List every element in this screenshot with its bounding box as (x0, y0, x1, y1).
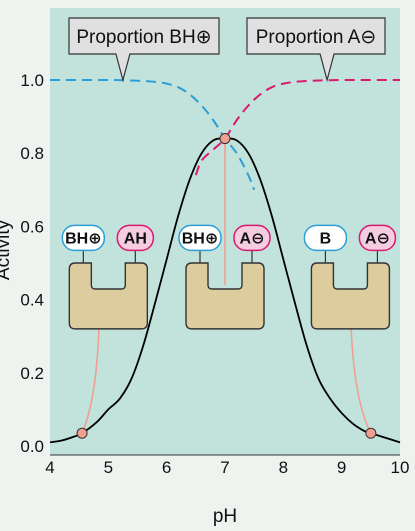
callout-label: Proportion BH⊕ (76, 27, 211, 48)
enzyme-body (185, 262, 265, 330)
y-tick-label: 0.8 (20, 144, 44, 163)
y-tick-label: 0.6 (20, 217, 44, 236)
base-chip (303, 224, 348, 252)
y-tick-label: 0.4 (20, 291, 44, 310)
base-chip (178, 224, 222, 252)
acid-chip (116, 224, 155, 252)
proportion-curve (49, 78, 256, 191)
enzyme-diagram: BH⊕ AH (61, 224, 155, 330)
callout-box (68, 17, 220, 83)
base-chip-label: BH⊕ (65, 230, 102, 247)
proportion-curve (194, 78, 401, 176)
acid-chip (233, 224, 271, 252)
x-tick-label: 6 (162, 458, 171, 477)
base-chip-label: B (320, 230, 332, 247)
axes: 4 5 6 7 8 9 10 0.0 0.2 0.4 0.6 0.8 1.0 pH Activity (0, 71, 409, 527)
base-chip-label: BH⊕ (182, 230, 219, 247)
x-tick-label: 5 (104, 458, 113, 477)
enzyme-diagram: BH⊕ A⊖ (178, 224, 271, 330)
x-tick-label: 9 (337, 458, 346, 477)
x-tick-label: 7 (220, 458, 229, 477)
acid-chip-label: AH (124, 230, 147, 247)
callout: Proportion BH⊕ (68, 17, 220, 83)
markers (76, 133, 377, 439)
x-tick-labels: 4 5 6 7 8 9 10 (45, 458, 409, 477)
acid-chip-label: A⊖ (365, 230, 390, 247)
enzyme-diagrams: BH⊕ AH BH⊕ A⊖ B A⊖ (61, 224, 397, 330)
data-point (365, 427, 377, 439)
acid-chip (358, 224, 397, 252)
callouts: Proportion BH⊕ Proportion A⊖ (68, 17, 386, 83)
data-point (219, 133, 231, 145)
callout-label: Proportion A⊖ (256, 27, 377, 48)
acid-chip-label: A⊖ (240, 230, 265, 247)
y-tick-labels: 0.0 0.2 0.4 0.6 0.8 1.0 (20, 71, 44, 456)
callout-box (246, 17, 386, 83)
y-tick-label: 0.2 (20, 364, 44, 383)
x-tick-label: 10 (391, 458, 410, 477)
callout: Proportion A⊖ (246, 17, 386, 83)
y-axis-label: Activity (0, 219, 14, 280)
x-tick-label: 4 (45, 458, 54, 477)
x-tick-label: 8 (279, 458, 288, 477)
data-point (76, 427, 88, 439)
enzyme-body (68, 262, 149, 330)
enzyme-diagram: B A⊖ (303, 224, 397, 330)
base-chip (61, 224, 106, 252)
enzyme-body (310, 262, 391, 330)
x-axis-label: pH (213, 506, 237, 527)
y-tick-label: 0.0 (20, 437, 44, 456)
y-tick-label: 1.0 (20, 71, 44, 90)
